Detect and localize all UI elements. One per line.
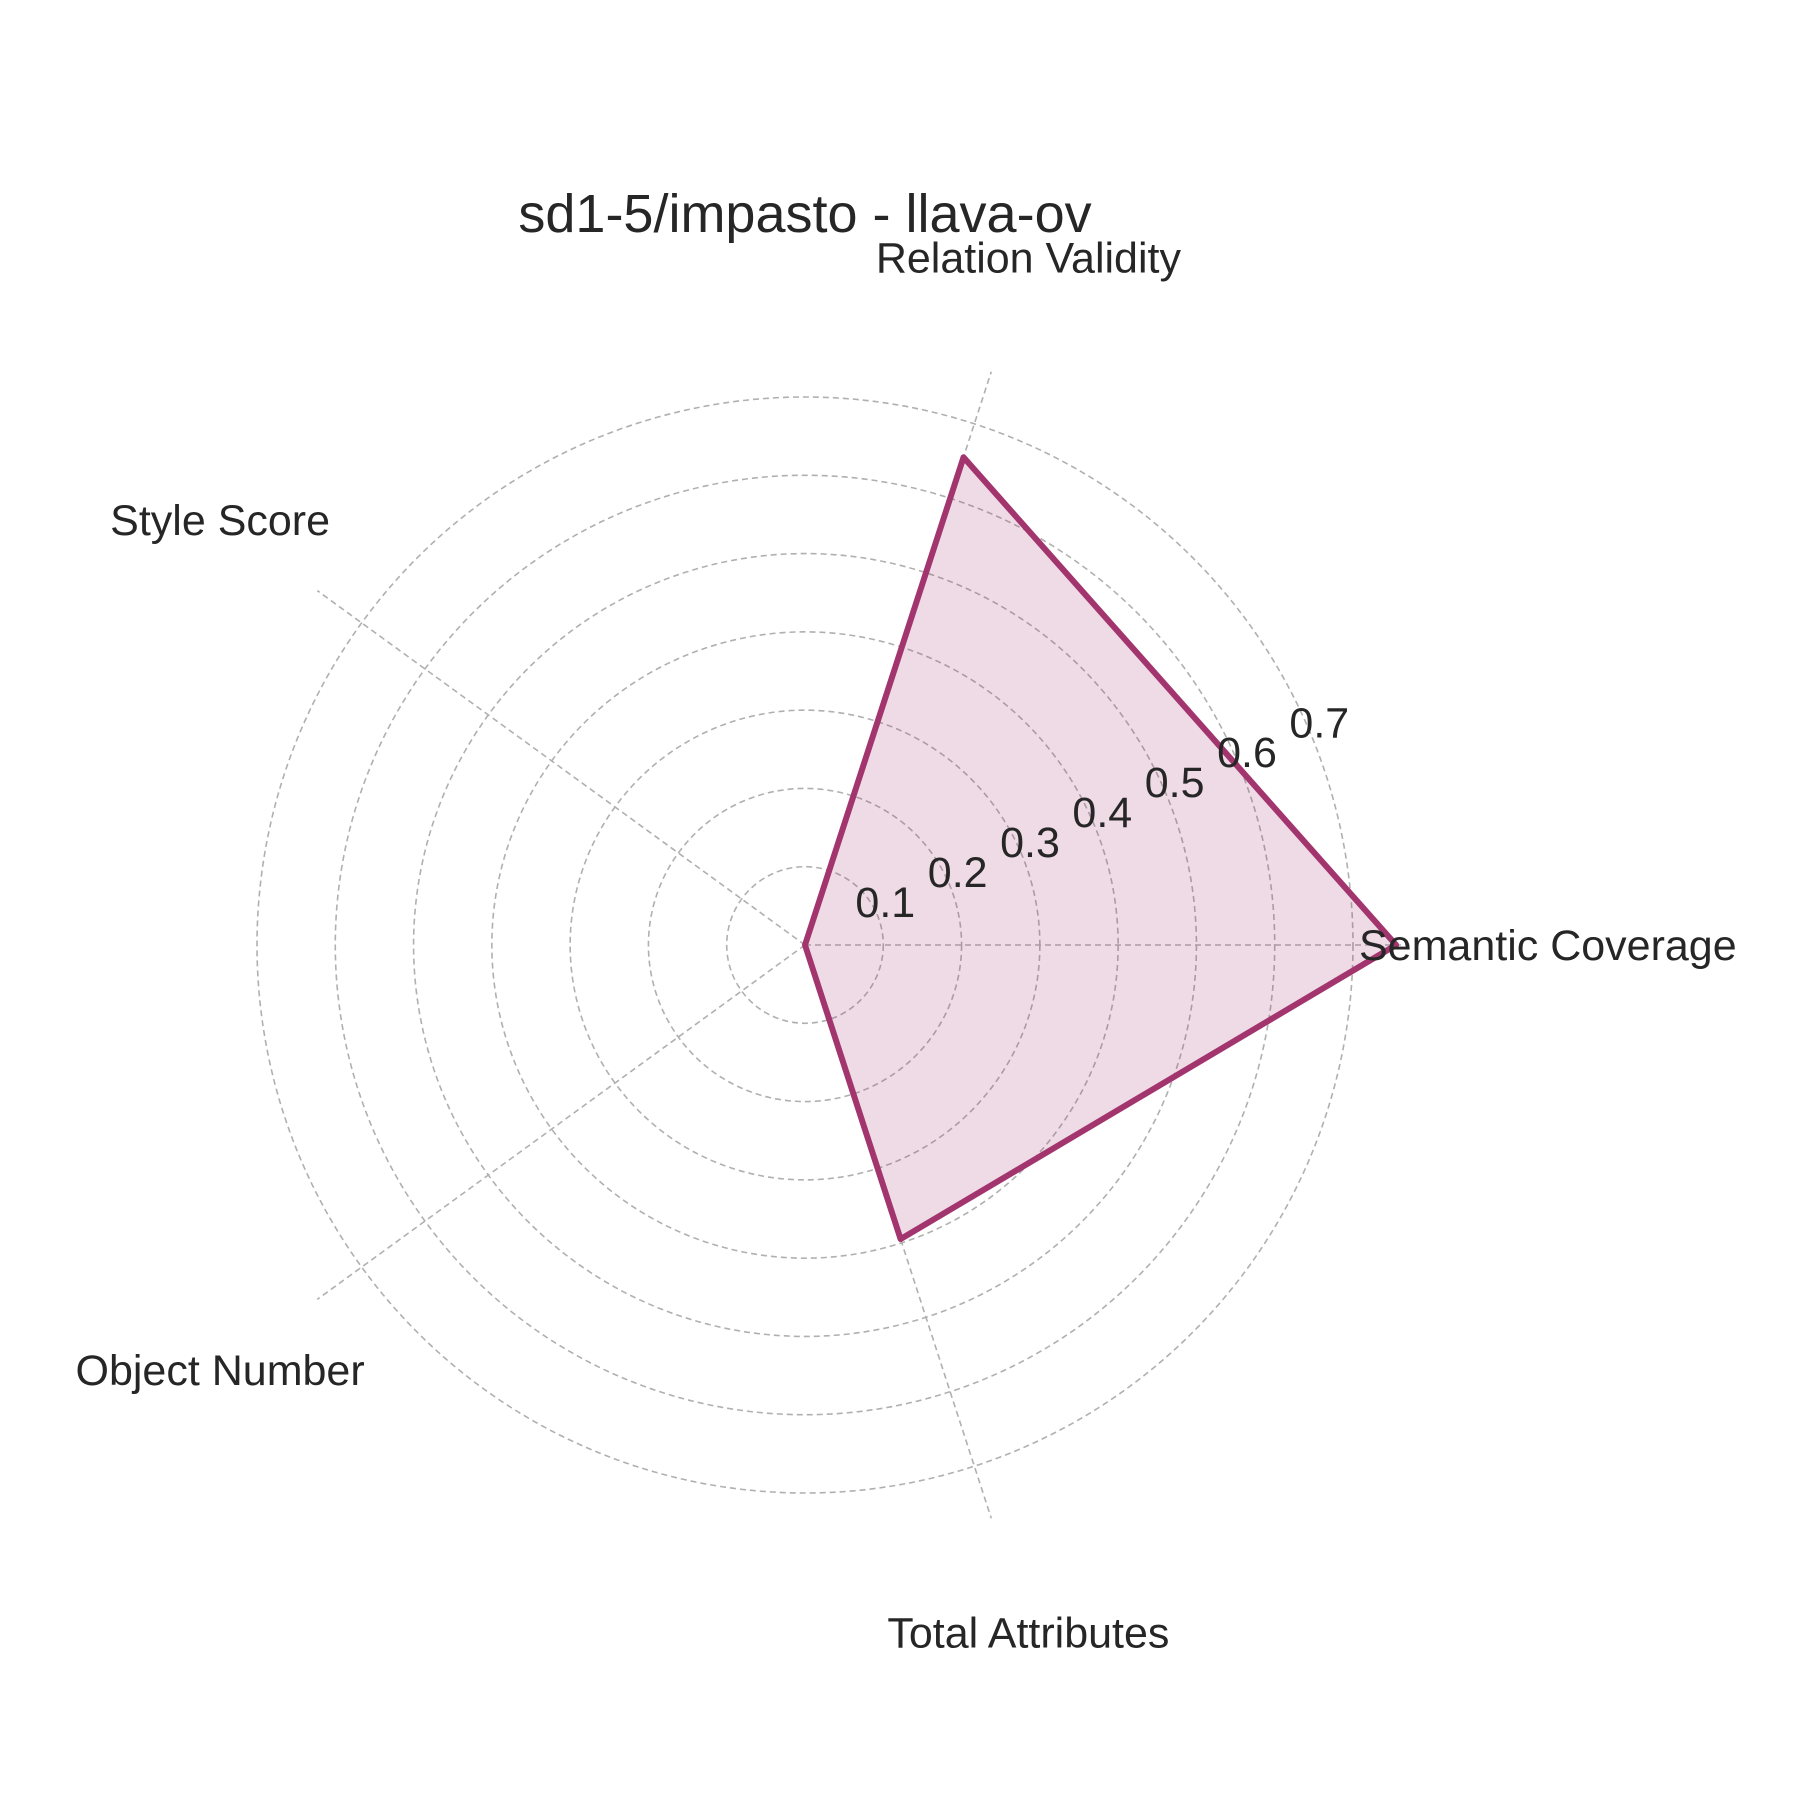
series-layer [802, 454, 1400, 1243]
spoke-4 [316, 944, 806, 1300]
grid-ring-7 [256, 396, 1354, 1494]
r-tick-label: 0.5 [1145, 759, 1205, 807]
grid-ring-1 [725, 865, 885, 1025]
axis-label-total-attributes: Total Attributes [887, 1610, 1169, 1658]
r-tick-label: 0.6 [1217, 729, 1277, 777]
tick-label-layer: 0.1 0.20.30.4 0.50.60.7 [855, 699, 1349, 927]
axis-label-semantic-coverage: Semantic Coverage [1359, 922, 1737, 970]
r-tick-label: 0.4 [1072, 789, 1132, 837]
r-tick-label: 0.7 [1289, 699, 1349, 747]
axis-label-relation-validity: Relation Validity [876, 234, 1182, 282]
spoke-3 [316, 590, 806, 946]
chart-title: sd1-5/impasto - llava-ov [518, 184, 1091, 244]
r-tick-label: 0.1 [855, 879, 915, 927]
axis-label-style-score: Style Score [110, 497, 330, 545]
axis-label-layer: Semantic Coverage Relation Validity Style … [76, 234, 1737, 1657]
axis-label-object-number: Object Number [76, 1347, 365, 1395]
series-polygon-1 [802, 454, 1400, 1243]
grid-ring-6 [334, 474, 1276, 1416]
r-tick-label: 0.2 [928, 849, 988, 897]
r-tick-label: 0.3 [1000, 819, 1060, 867]
grid-ring-2 [647, 787, 963, 1103]
